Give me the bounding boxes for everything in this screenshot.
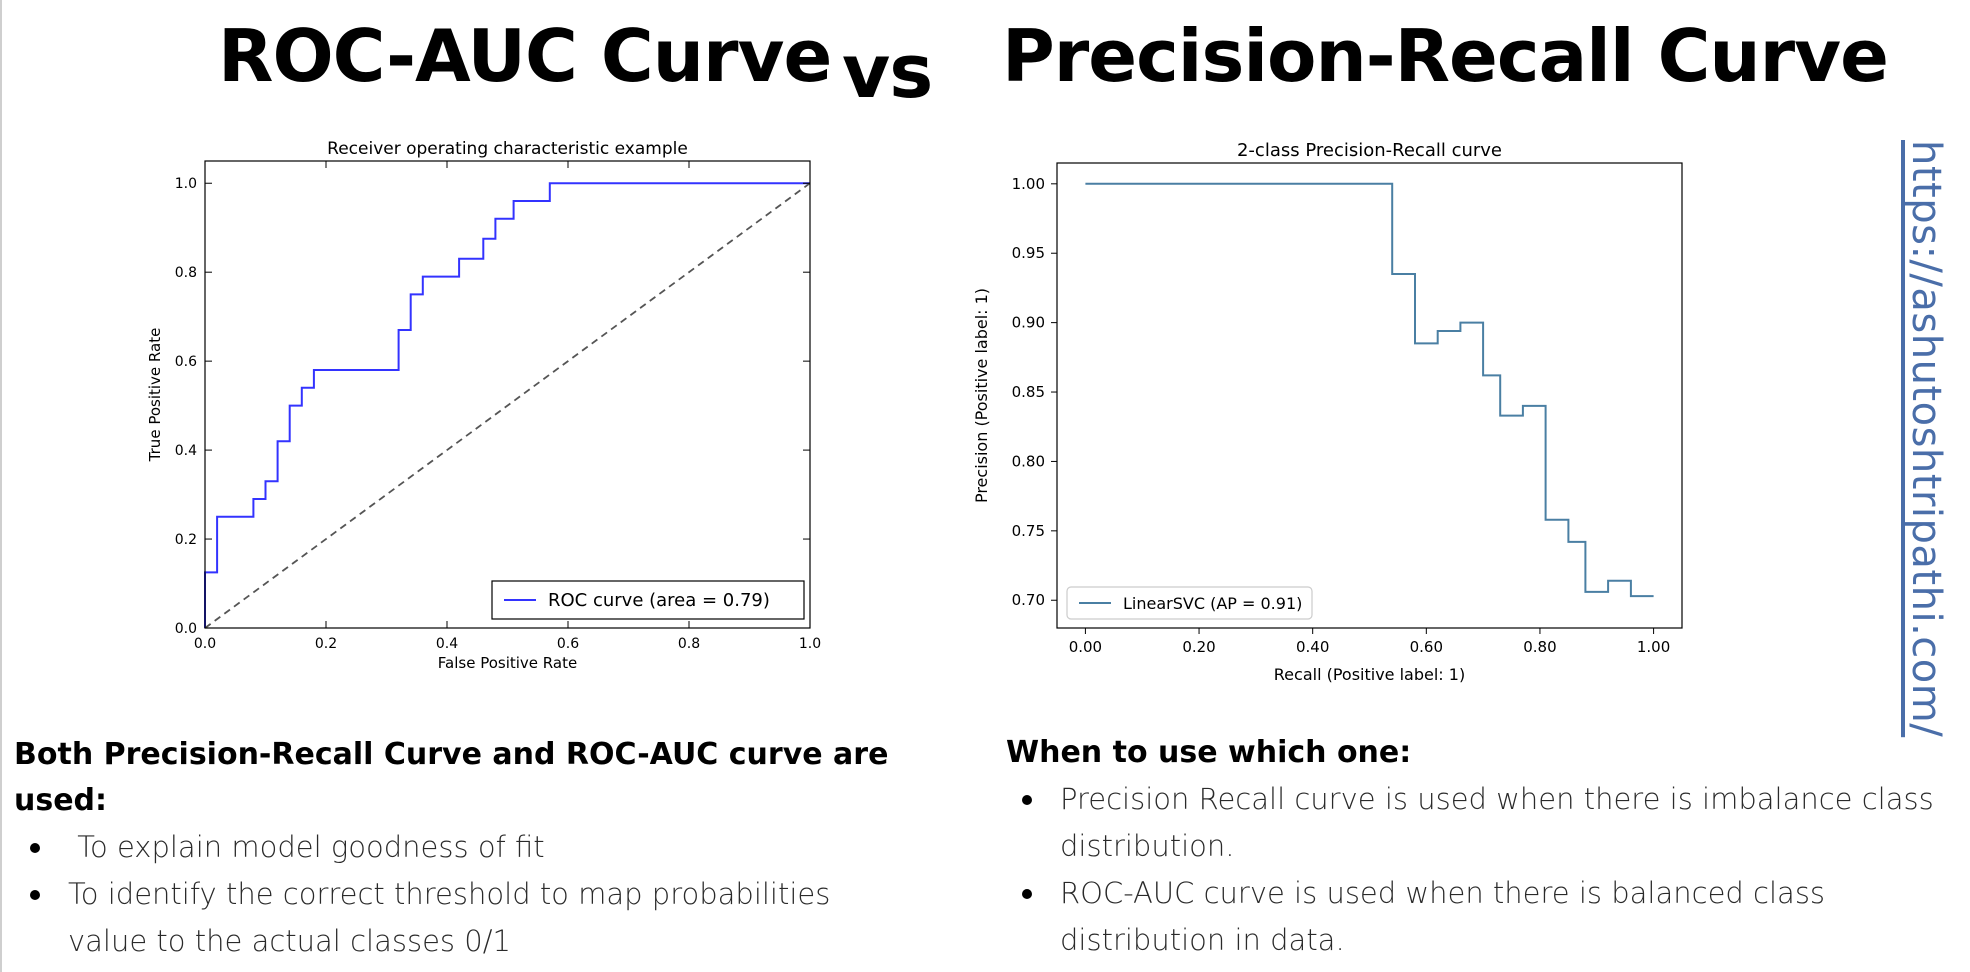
- y-tick-label: 0.90: [1012, 314, 1045, 332]
- chart-title: 2-class Precision-Recall curve: [1237, 140, 1502, 161]
- when-to-use-notes: When to use which one: Precision Recall …: [1006, 730, 1970, 964]
- x-tick-label: 0.80: [1523, 638, 1556, 656]
- when-item-pr: Precision Recall curve is used when ther…: [1022, 776, 1970, 870]
- y-tick-label: 0.2: [175, 532, 197, 548]
- x-tick-label: 0.8: [678, 636, 700, 652]
- title-vs: vs: [842, 29, 933, 115]
- y-tick-label: 0.6: [175, 354, 197, 370]
- when-to-use-heading: When to use which one:: [1006, 735, 1412, 770]
- website-link[interactable]: https://ashutoshtripathi.com/: [1903, 140, 1949, 738]
- usage-item-goodness-text: To explain model goodness of fit: [68, 830, 545, 864]
- title-roc-auc: ROC-AUC Curve: [218, 14, 832, 98]
- chart-title: Receiver operating characteristic exampl…: [327, 139, 688, 159]
- y-tick-label: 0.95: [1012, 244, 1045, 262]
- y-tick-label: 0.8: [175, 265, 197, 281]
- y-tick-label: 1.00: [1012, 175, 1045, 193]
- x-tick-label: 1.0: [799, 636, 821, 652]
- series-line-0: [204, 182, 810, 628]
- x-tick-label: 0.0: [194, 636, 216, 652]
- usage-list: To explain model goodness of fit To iden…: [14, 824, 944, 965]
- y-tick-label: 0.85: [1012, 383, 1045, 401]
- legend-box: [1066, 586, 1313, 620]
- usage-item-threshold-line2: value to the actual classes 0/1: [68, 924, 511, 958]
- y-tick-label: 1.0: [175, 176, 197, 192]
- usage-heading-line1: Both Precision-Recall Curve and ROC-AUC …: [14, 737, 889, 772]
- legend-label: ROC curve (area = 0.79): [548, 590, 770, 611]
- title-precision-recall: Precision-Recall Curve: [1002, 14, 1889, 98]
- when-item-roc-line1: ROC-AUC curve is used when there is bala…: [1060, 876, 1826, 910]
- plot-frame: [1056, 162, 1683, 629]
- legend-box: [491, 580, 805, 620]
- when-to-use-list: Precision Recall curve is used when ther…: [1006, 776, 1970, 964]
- usage-item-threshold-line1: To identify the correct threshold to map…: [68, 877, 831, 911]
- x-tick-label: 1.00: [1637, 638, 1670, 656]
- x-tick-label: 0.4: [436, 636, 458, 652]
- plot-frame: [204, 160, 811, 629]
- when-item-pr-line2: distribution.: [1060, 829, 1235, 863]
- x-tick-label: 0.6: [557, 636, 579, 652]
- x-axis-label: False Positive Rate: [438, 654, 577, 672]
- x-tick-label: 0.00: [1069, 638, 1102, 656]
- chance-diagonal-line: [204, 182, 811, 629]
- usage-notes: Both Precision-Recall Curve and ROC-AUC …: [14, 732, 944, 965]
- series-line-0: [1085, 182, 1654, 598]
- x-tick-label: 0.40: [1296, 638, 1329, 656]
- y-tick-label: 0.4: [175, 443, 197, 459]
- when-item-roc: ROC-AUC curve is used when there is bala…: [1022, 870, 1970, 964]
- y-axis-label: True Positive Rate: [146, 328, 164, 463]
- when-item-pr-line1: Precision Recall curve is used when ther…: [1060, 782, 1934, 816]
- y-tick-label: 0.0: [175, 621, 197, 637]
- y-tick-label: 0.80: [1012, 452, 1045, 470]
- x-tick-label: 0.60: [1410, 638, 1443, 656]
- x-tick-label: 0.20: [1182, 638, 1215, 656]
- usage-heading-line2: used:: [14, 783, 108, 818]
- x-axis-label: Recall (Positive label: 1): [1274, 665, 1465, 684]
- usage-heading: Both Precision-Recall Curve and ROC-AUC …: [14, 732, 944, 824]
- roc-chart: Receiver operating characteristic exampl…: [146, 139, 821, 672]
- usage-item-threshold: To identify the correct threshold to map…: [30, 871, 944, 965]
- y-tick-label: 0.70: [1012, 591, 1045, 609]
- y-tick-label: 0.75: [1012, 522, 1045, 540]
- legend-label: LinearSVC (AP = 0.91): [1123, 594, 1302, 613]
- precision-recall-chart: 2-class Precision-Recall curve 0.00 0.20 0.…: [972, 140, 1683, 684]
- x-tick-label: 0.2: [315, 636, 337, 652]
- when-item-roc-line2: distribution in data.: [1060, 923, 1345, 957]
- page-left-border: [0, 0, 2, 972]
- usage-item-goodness: To explain model goodness of fit: [30, 824, 944, 871]
- y-axis-label: Precision (Positive label: 1): [972, 288, 991, 503]
